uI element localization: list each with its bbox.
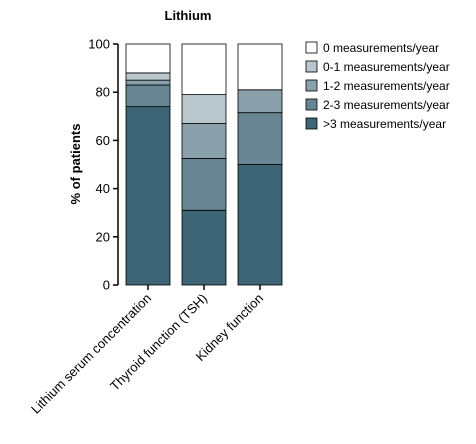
- y-tick-label-0: 0: [103, 278, 110, 293]
- y-tick-label-20: 20: [96, 229, 110, 244]
- bar-segment-2-0: [237, 164, 283, 286]
- y-tick-label-100: 100: [88, 37, 110, 52]
- legend-label-4: >3 measurements/year: [323, 117, 446, 131]
- y-tick-label-40: 40: [96, 181, 110, 196]
- bar-segment-0-0: [125, 106, 171, 286]
- legend-label-0: 0 measurements/year: [323, 41, 439, 55]
- bar-segment-2-1: [237, 112, 283, 165]
- x-tick-label-1: Thyroid function (TSH): [107, 291, 210, 394]
- bar-segment-0-2: [125, 79, 171, 86]
- bar-segment-2-2: [237, 89, 283, 114]
- bar-segment-1-3: [181, 94, 227, 124]
- legend-swatch-4: [305, 117, 318, 130]
- bar-segment-0-3: [125, 72, 171, 81]
- legend-label-2: 1-2 measurements/year: [323, 79, 450, 93]
- bar-segment-1-2: [181, 123, 227, 159]
- legend-swatch-2: [305, 79, 318, 92]
- legend-label-3: 2-3 measurements/year: [323, 98, 450, 112]
- legend-label-1: 0-1 measurements/year: [323, 60, 450, 74]
- y-axis-label: % of patients: [68, 124, 83, 205]
- bar-segment-1-0: [181, 209, 227, 286]
- y-tick-label-60: 60: [96, 133, 110, 148]
- bar-segment-1-1: [181, 158, 227, 211]
- legend-swatch-3: [305, 98, 318, 111]
- bar-segment-2-4: [237, 43, 283, 91]
- bar-segment-0-4: [125, 43, 171, 74]
- y-tick-label-80: 80: [96, 85, 110, 100]
- chart-title: Lithium: [165, 8, 212, 23]
- bar-segment-0-1: [125, 84, 171, 108]
- legend-swatch-1: [305, 60, 318, 73]
- legend-swatch-0: [305, 41, 318, 54]
- bar-segment-1-4: [181, 43, 227, 96]
- legend: 0 measurements/year 0-1 measurements/year…: [305, 41, 450, 131]
